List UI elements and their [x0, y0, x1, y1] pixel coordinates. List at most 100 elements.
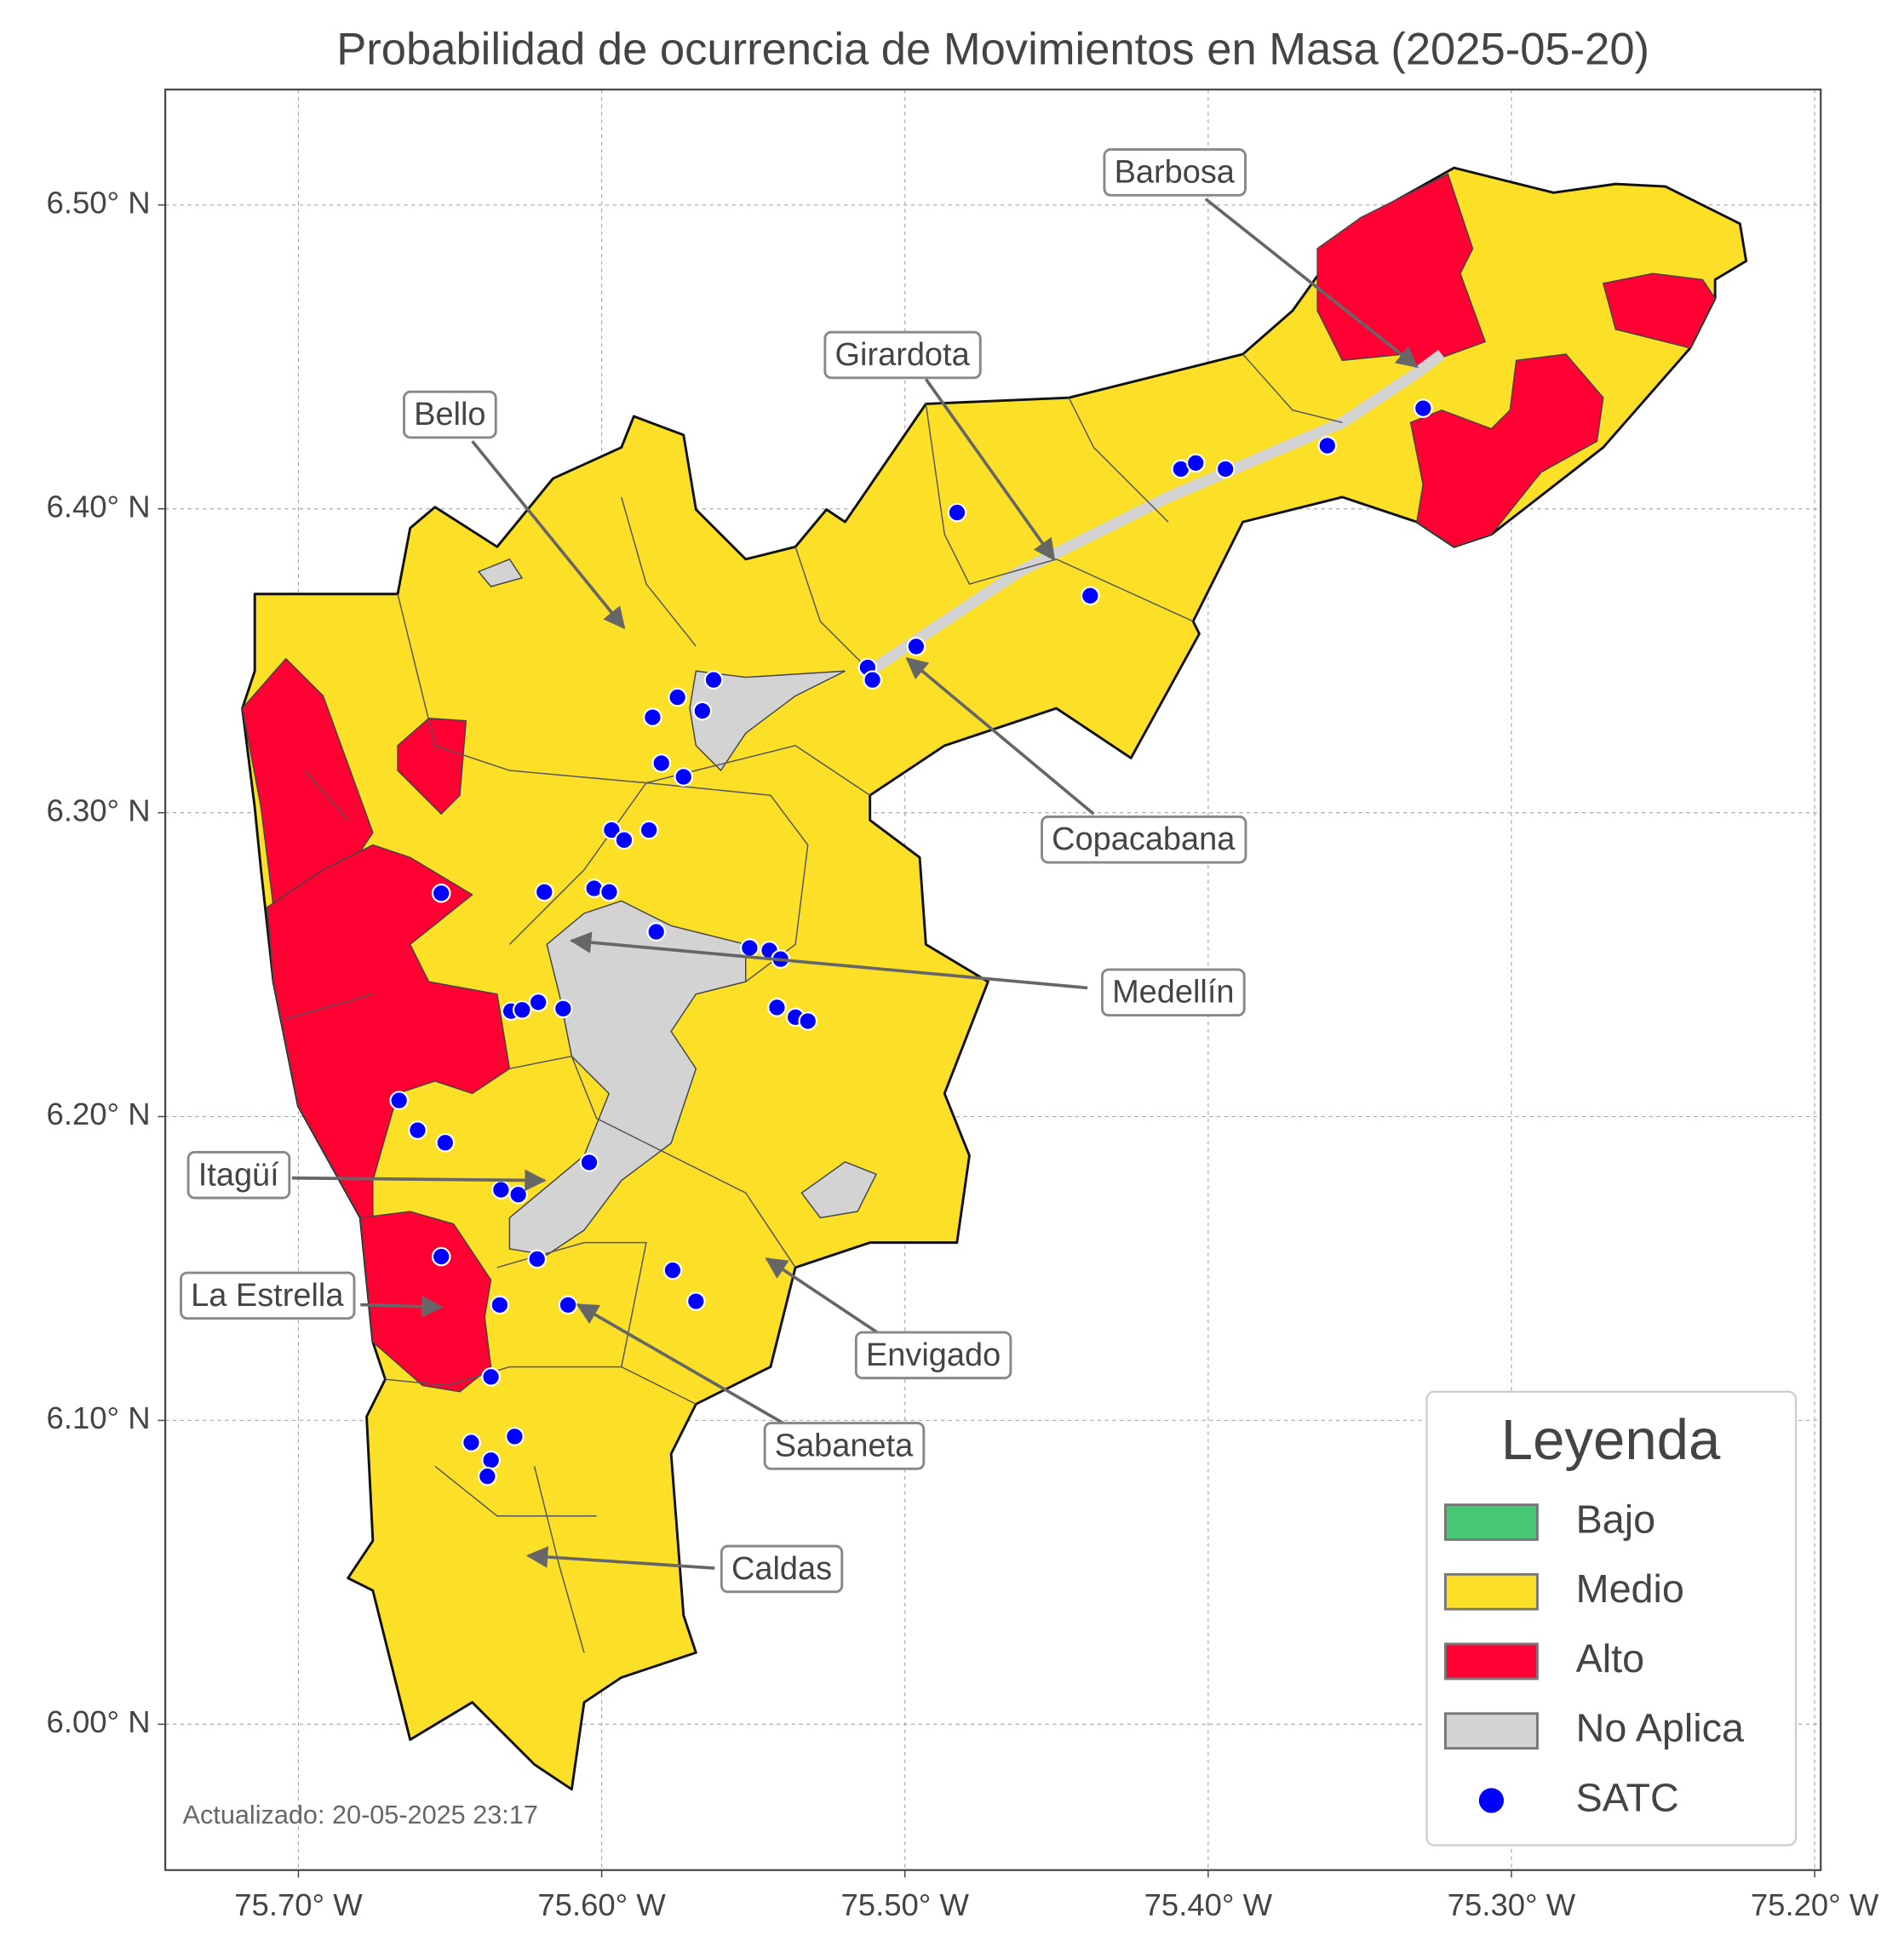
- satc-point: [740, 938, 760, 958]
- annotation-box: [854, 1331, 1012, 1380]
- annotation-arrow: [525, 1546, 715, 1570]
- satc-point: [481, 1450, 501, 1470]
- map-regions: [241, 166, 1748, 1791]
- x-tick-label: 75.30° W: [1448, 1887, 1576, 1922]
- annotation-label: Sabaneta: [775, 1428, 914, 1463]
- satc-point: [906, 637, 926, 656]
- legend-title: Leyenda: [1501, 1408, 1721, 1472]
- satc-point: [553, 999, 573, 1019]
- x-tick-label: 75.50° W: [841, 1887, 970, 1922]
- region-alto: [1316, 173, 1487, 368]
- satc-point: [643, 707, 662, 727]
- satc-point: [534, 882, 554, 902]
- annotation-box: [180, 1271, 356, 1320]
- region-medio: [241, 166, 1748, 1791]
- plot-frame: [164, 89, 1822, 1871]
- satc-point: [602, 820, 622, 840]
- satc-point: [646, 922, 666, 942]
- region-no-aplica: [508, 900, 747, 1256]
- satc-point: [1185, 453, 1206, 473]
- satc-point: [508, 1184, 528, 1205]
- annotation-arrow: [291, 1169, 547, 1192]
- satc-point: [512, 999, 532, 1020]
- annotation-arrow: [1204, 198, 1419, 369]
- legend-label: No Aplica: [1576, 1706, 1744, 1750]
- annotation-arrow: [576, 1303, 790, 1429]
- satc-point: [505, 1427, 525, 1446]
- y-tick-label: 6.30° N: [47, 793, 151, 827]
- legend-label: Bajo: [1576, 1497, 1655, 1541]
- annotation-label: Copacabana: [1052, 822, 1236, 857]
- region-alto: [1409, 353, 1604, 548]
- annotation-box: [1100, 968, 1246, 1017]
- regions-alto: [241, 173, 1716, 1393]
- y-tick-label: 6.10° N: [47, 1400, 151, 1435]
- satc-point: [1215, 459, 1236, 479]
- satc-point: [579, 1153, 599, 1172]
- satc-point: [1080, 586, 1100, 606]
- satc-point: [639, 820, 659, 840]
- annotation-label: Barbosa: [1115, 154, 1236, 190]
- satc-point: [614, 830, 634, 850]
- satc-point: [431, 1246, 451, 1267]
- legend-label: SATC: [1576, 1775, 1679, 1819]
- satc-point: [947, 502, 967, 523]
- satc-point: [528, 993, 548, 1012]
- annotation-arrow: [765, 1257, 884, 1337]
- legend-swatch: [1443, 1503, 1539, 1541]
- satc-point: [435, 1132, 456, 1153]
- legend-marker: [1478, 1788, 1505, 1813]
- annotation-box: [186, 1150, 291, 1200]
- satc-point: [662, 1260, 683, 1280]
- x-tick-label: 75.20° W: [1751, 1887, 1879, 1922]
- region-no-aplica: [477, 558, 524, 587]
- annotation-box: [1041, 815, 1247, 864]
- legend-label: Alto: [1576, 1636, 1644, 1680]
- legend-swatch: [1443, 1572, 1539, 1611]
- region-no-aplica: [800, 1160, 877, 1219]
- satc-point: [481, 1367, 501, 1387]
- satc-point: [431, 883, 451, 903]
- annotation-arrow: [360, 1296, 444, 1318]
- satc-point: [692, 701, 713, 721]
- annotation-label: Medellín: [1112, 975, 1234, 1011]
- footnote: Actualizado: 20-05-2025 23:17: [183, 1801, 538, 1829]
- y-tick-label: 6.40° N: [47, 489, 151, 524]
- satc-point: [1317, 436, 1338, 455]
- satc-point: [686, 1291, 706, 1311]
- satc-point: [798, 1011, 818, 1031]
- satc-point: [462, 1433, 481, 1452]
- annotation-label: Bello: [414, 397, 485, 432]
- satc-point: [491, 1180, 511, 1200]
- satc-point: [767, 998, 787, 1017]
- annotation-label: Caldas: [731, 1551, 832, 1587]
- region-alto: [267, 844, 511, 1225]
- annotation-box: [720, 1544, 844, 1594]
- x-tick-label: 75.40° W: [1144, 1887, 1273, 1922]
- annotation-label: Girardota: [835, 337, 971, 373]
- satc-point: [1414, 398, 1433, 418]
- annotation-box: [1103, 148, 1247, 197]
- legend-label: Medio: [1576, 1566, 1684, 1611]
- y-tick-label: 6.00° N: [47, 1704, 151, 1739]
- region-no-aplica: [867, 349, 1445, 676]
- satc-point: [527, 1249, 548, 1269]
- annotation-box: [763, 1422, 926, 1470]
- annotation-label: Envigado: [866, 1337, 1001, 1373]
- satc-point: [478, 1466, 497, 1486]
- annotation-label: Itagüí: [198, 1157, 279, 1193]
- annotation-box: [403, 390, 497, 439]
- axes: 75.70° W 75.60° W 75.50° W 75.40° W 75.30° W…: [47, 185, 1879, 1922]
- region-no-aplica: [689, 670, 846, 772]
- regions-no-aplica: [477, 349, 1445, 1256]
- annotation-box: [823, 330, 982, 380]
- annotations: Barbosa Girardota Bello Copacabana Medellín I…: [180, 148, 1419, 1594]
- legend: Leyenda Bajo Medio Alto No Aplica SATC: [1425, 1390, 1798, 1847]
- satc-point: [408, 1120, 427, 1140]
- satc-points: [389, 398, 1433, 1486]
- annotation-arrow: [569, 931, 1088, 990]
- satc-point: [389, 1091, 410, 1110]
- x-tick-label: 75.60° W: [537, 1887, 666, 1922]
